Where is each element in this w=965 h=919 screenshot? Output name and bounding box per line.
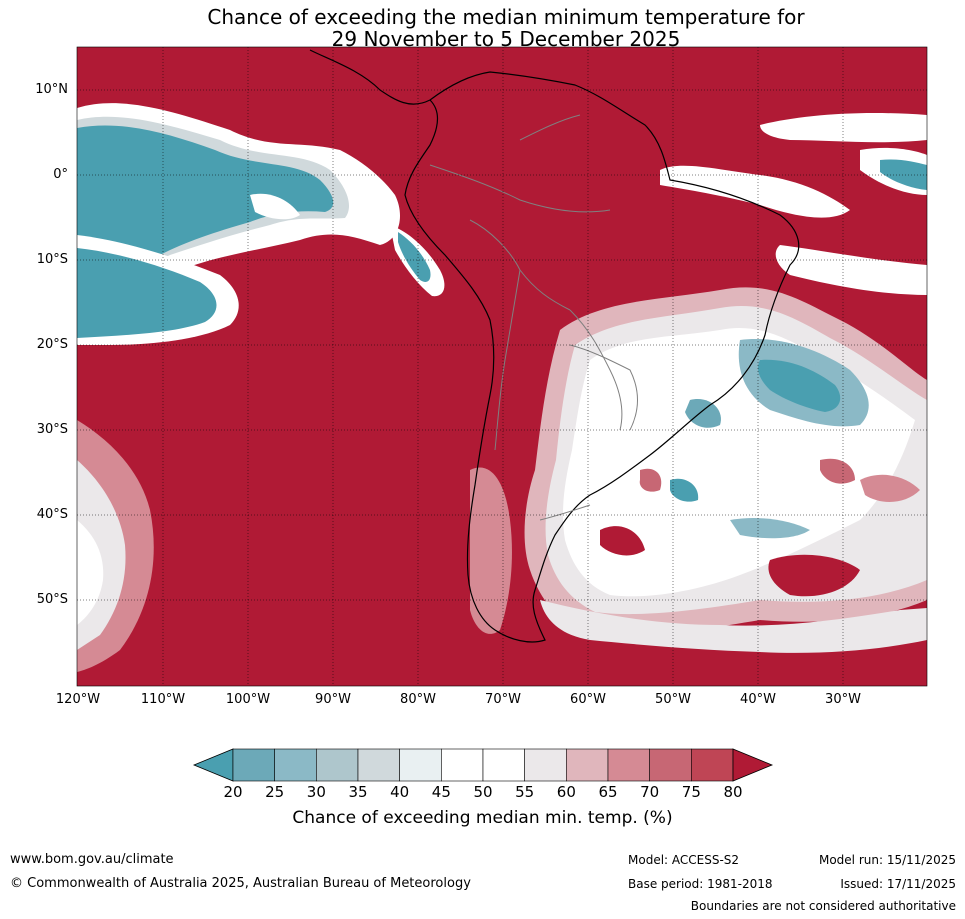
country-borders (429, 114, 638, 521)
lon-label: 90°W (315, 692, 351, 707)
colorbar-tick-label: 20 (223, 783, 243, 801)
map-plot-area (77, 47, 927, 686)
graticule (77, 47, 927, 686)
colorbar-cell (524, 748, 567, 782)
lon-label: 100°W (225, 692, 271, 707)
lat-label: 10°S (36, 252, 68, 267)
colorbar-high-arrow (732, 748, 774, 782)
lat-label: 40°S (36, 507, 68, 522)
colorbar-tick-label: 70 (640, 783, 660, 801)
lon-label: 30°W (825, 692, 861, 707)
colorbar-tick-label: 45 (431, 783, 451, 801)
lat-label: 50°S (36, 592, 68, 607)
colorbar-cell (691, 748, 734, 782)
colorbar-tick-label: 25 (265, 783, 285, 801)
lon-label: 60°W (570, 692, 606, 707)
colorbar-cell (357, 748, 400, 782)
boundary-disclaimer: Boundaries are not considered authoritat… (690, 899, 956, 913)
colorbar-tick-label: 30 (306, 783, 326, 801)
southern-ocean-band (540, 600, 927, 653)
colorbar-cell (482, 748, 525, 782)
base-period: Base period: 1981-2018 (628, 877, 773, 891)
colorbar-label: Chance of exceeding median min. temp. (%… (292, 808, 673, 828)
lat-label: 30°S (36, 422, 68, 437)
colorbar-tick-label: 35 (348, 783, 368, 801)
colorbar-tick-label: 55 (515, 783, 535, 801)
atlantic-equatorial-neutral (250, 113, 927, 295)
lat-label: 10°N (35, 82, 68, 97)
website-link[interactable]: www.bom.gov.au/climate (10, 852, 174, 867)
colorbar-cell (607, 748, 650, 782)
colorbar-cell (441, 748, 484, 782)
south-america-coastline (309, 49, 800, 643)
colorbar-cell (274, 748, 317, 782)
colorbar-tick-label: 40 (390, 783, 410, 801)
colorbar-cell (649, 748, 692, 782)
pacific-cool-anomaly (77, 103, 445, 345)
colorbar-tick-label: 75 (681, 783, 701, 801)
lon-label: 50°W (655, 692, 691, 707)
colorbar-cell (232, 748, 275, 782)
lon-label: 70°W (485, 692, 521, 707)
map-title-line1: Chance of exceeding the median minimum t… (207, 5, 805, 29)
issued-date: Issued: 17/11/2025 (840, 877, 956, 891)
colorbar-cell (399, 748, 442, 782)
lat-label: 0° (53, 167, 68, 182)
colorbar (192, 748, 774, 782)
lon-label: 120°W (55, 692, 101, 707)
colorbar-tick-label: 80 (723, 783, 743, 801)
model-run-date: Model run: 15/11/2025 (818, 853, 956, 867)
lon-label: 80°W (400, 692, 436, 707)
colorbar-cell (566, 748, 609, 782)
lat-label: 20°S (36, 337, 68, 352)
lon-label: 110°W (140, 692, 186, 707)
model-name: Model: ACCESS-S2 (628, 853, 740, 867)
lon-label: 40°W (740, 692, 776, 707)
south-pacific-neutral (77, 420, 512, 672)
colorbar-low-arrow (192, 748, 234, 782)
south-atlantic-neutral (524, 287, 927, 637)
colorbar-tick-label: 60 (556, 783, 576, 801)
colorbar-tick-label: 65 (598, 783, 618, 801)
colorbar-cell (316, 748, 359, 782)
colorbar-tick-label: 50 (473, 783, 493, 801)
map-frame (76, 46, 928, 687)
copyright-text: © Commonwealth of Australia 2025, Austra… (10, 876, 471, 891)
